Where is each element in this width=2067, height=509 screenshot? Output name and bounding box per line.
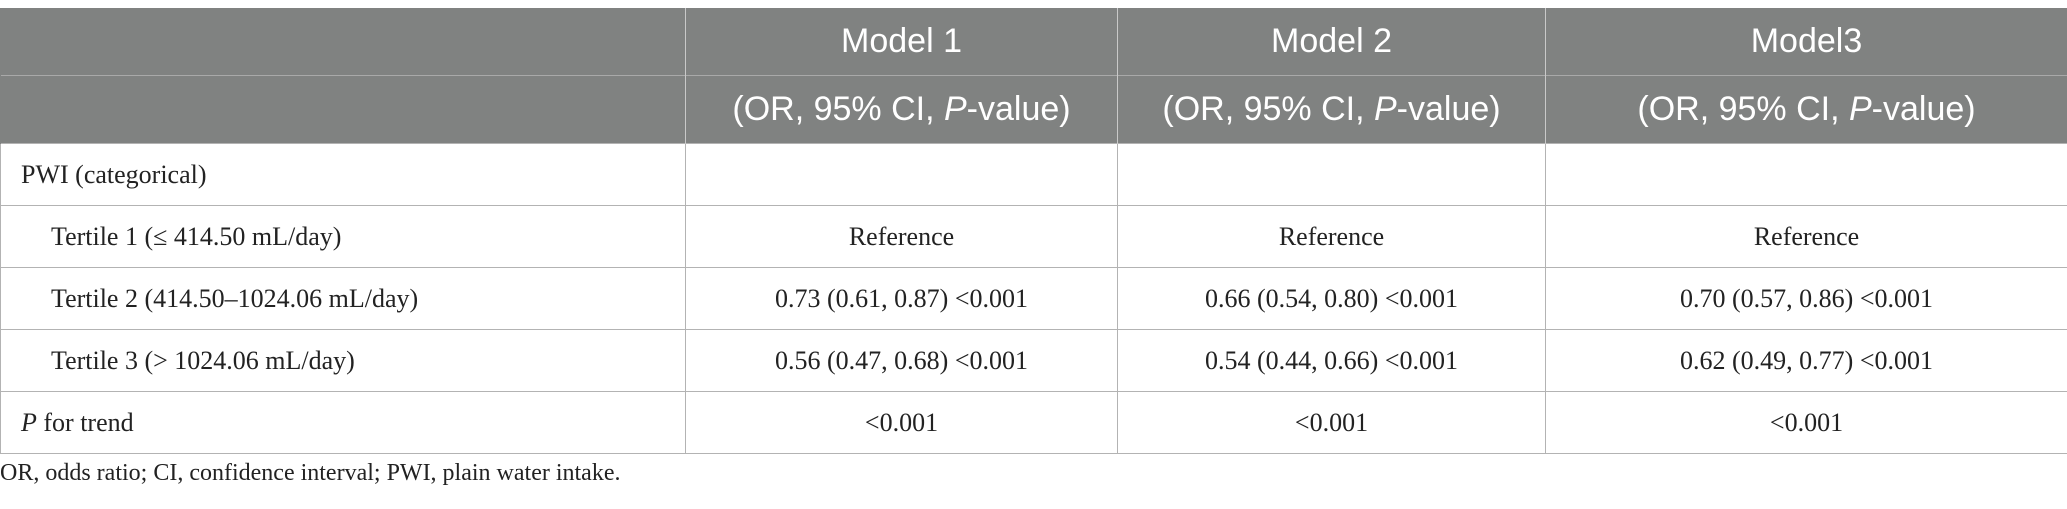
table-row-tertile-1: Tertile 1 (≤ 414.50 mL/day) Reference Re… bbox=[0, 205, 2067, 268]
table-row-tertile-2: Tertile 2 (414.50–1024.06 mL/day) 0.73 (… bbox=[0, 267, 2067, 330]
header-model-2: Model 2 bbox=[1117, 8, 1546, 76]
cell-model-1: <0.001 bbox=[685, 391, 1118, 454]
cell-model-3: 0.70 (0.57, 0.86) <0.001 bbox=[1545, 267, 2067, 330]
table-row-tertile-3: Tertile 3 (> 1024.06 mL/day) 0.56 (0.47,… bbox=[0, 329, 2067, 392]
cell-model-3: Reference bbox=[1545, 205, 2067, 268]
table-footnote: OR, odds ratio; CI, confidence interval;… bbox=[0, 460, 621, 486]
header-row-stats: (OR, 95% CI, P-value) (OR, 95% CI, P-val… bbox=[0, 75, 2067, 144]
header-stats-model-2: (OR, 95% CI, P-value) bbox=[1117, 75, 1546, 144]
cell-model-1: Reference bbox=[685, 205, 1118, 268]
header-stats-model-1: (OR, 95% CI, P-value) bbox=[685, 75, 1118, 144]
header-model-1: Model 1 bbox=[685, 8, 1118, 76]
cell-model-2: 0.66 (0.54, 0.80) <0.001 bbox=[1117, 267, 1546, 330]
header-empty bbox=[0, 8, 686, 76]
cell-model-2: Reference bbox=[1117, 205, 1546, 268]
table-row-p-trend: P for trend <0.001 <0.001 <0.001 bbox=[0, 391, 2067, 454]
cell-model-1 bbox=[685, 143, 1118, 206]
cell-model-3: 0.62 (0.49, 0.77) <0.001 bbox=[1545, 329, 2067, 392]
cell-model-2: 0.54 (0.44, 0.66) <0.001 bbox=[1117, 329, 1546, 392]
cell-model-1: 0.56 (0.47, 0.68) <0.001 bbox=[685, 329, 1118, 392]
cell-model-3 bbox=[1545, 143, 2067, 206]
row-label: P for trend bbox=[0, 391, 686, 454]
results-table-container: Model 1 Model 2 Model3 (OR, 95% CI, P-va… bbox=[0, 8, 2067, 454]
row-label: Tertile 2 (414.50–1024.06 mL/day) bbox=[0, 267, 686, 330]
cell-model-3: <0.001 bbox=[1545, 391, 2067, 454]
header-stats-model-3: (OR, 95% CI, P-value) bbox=[1545, 75, 2067, 144]
cell-model-1: 0.73 (0.61, 0.87) <0.001 bbox=[685, 267, 1118, 330]
cell-model-2 bbox=[1117, 143, 1546, 206]
row-label: Tertile 1 (≤ 414.50 mL/day) bbox=[0, 205, 686, 268]
header-row-models: Model 1 Model 2 Model3 bbox=[0, 8, 2067, 76]
row-label: PWI (categorical) bbox=[0, 143, 686, 206]
header-model-3: Model3 bbox=[1545, 8, 2067, 76]
cell-model-2: <0.001 bbox=[1117, 391, 1546, 454]
results-table: Model 1 Model 2 Model3 (OR, 95% CI, P-va… bbox=[0, 8, 2067, 454]
table-row-pwi: PWI (categorical) bbox=[0, 143, 2067, 206]
row-label: Tertile 3 (> 1024.06 mL/day) bbox=[0, 329, 686, 392]
header-empty-2 bbox=[0, 75, 686, 144]
